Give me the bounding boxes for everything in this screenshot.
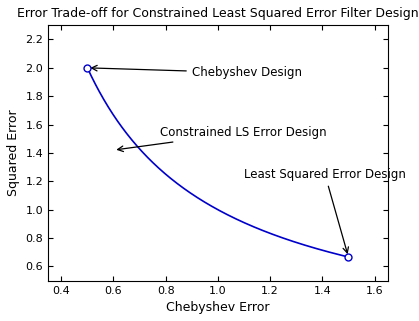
Text: Constrained LS Error Design: Constrained LS Error Design <box>118 126 327 152</box>
X-axis label: Chebyshev Error: Chebyshev Error <box>166 301 270 314</box>
Text: Least Squared Error Design: Least Squared Error Design <box>244 168 406 253</box>
Y-axis label: Squared Error: Squared Error <box>7 110 20 196</box>
Title: Error Trade-off for Constrained Least Squared Error Filter Design: Error Trade-off for Constrained Least Sq… <box>17 7 419 20</box>
Text: Chebyshev Design: Chebyshev Design <box>92 65 302 79</box>
